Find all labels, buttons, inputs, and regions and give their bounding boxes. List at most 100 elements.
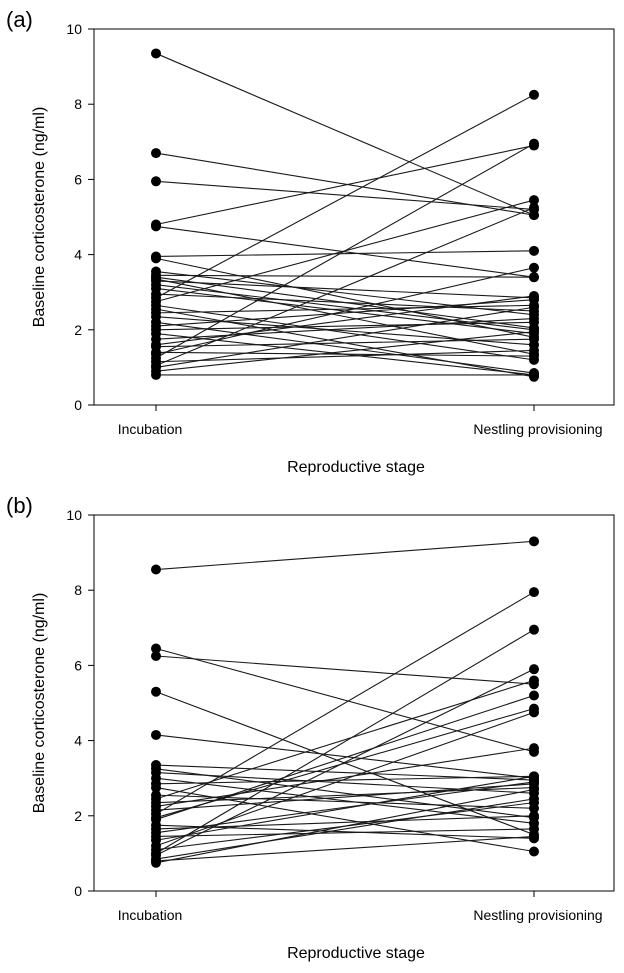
provisioning-point bbox=[529, 784, 539, 795]
provisioning-point bbox=[529, 202, 539, 213]
paired-line bbox=[155, 828, 535, 838]
paired-line bbox=[155, 694, 535, 821]
series-lines bbox=[155, 52, 535, 378]
incubation-point bbox=[151, 651, 161, 661]
series-points bbox=[151, 48, 539, 382]
incubation-point bbox=[151, 564, 161, 575]
paired-line bbox=[155, 321, 535, 374]
y-tick-label: 6 bbox=[74, 657, 82, 673]
incubation-point bbox=[151, 857, 161, 868]
provisioning-point bbox=[529, 624, 539, 635]
paired-line bbox=[155, 304, 535, 361]
paired-line bbox=[155, 775, 535, 785]
paired-line bbox=[155, 293, 535, 312]
paired-line bbox=[155, 280, 535, 299]
paired-line bbox=[155, 747, 535, 807]
paired-line bbox=[155, 788, 535, 864]
paired-line bbox=[155, 711, 535, 847]
provisioning-point bbox=[529, 823, 539, 834]
paired-line bbox=[155, 540, 535, 571]
y-tick-label: 2 bbox=[74, 808, 82, 824]
panel-label: (a) bbox=[6, 7, 33, 32]
y-tick-label: 10 bbox=[66, 21, 82, 37]
y-tick-label: 4 bbox=[74, 247, 82, 263]
paired-line bbox=[155, 274, 535, 278]
paired-line bbox=[155, 591, 535, 815]
paired-line bbox=[155, 781, 535, 834]
paired-line bbox=[155, 321, 535, 331]
paired-line bbox=[155, 794, 535, 809]
provisioning-point bbox=[529, 743, 539, 754]
paired-line bbox=[155, 250, 535, 258]
paired-line bbox=[155, 152, 535, 216]
provisioning-point bbox=[529, 262, 539, 273]
provisioning-point bbox=[529, 290, 539, 301]
x-tick-label: Nestling provisioning bbox=[473, 907, 602, 923]
series-lines bbox=[155, 540, 535, 864]
paired-line bbox=[155, 824, 535, 839]
paired-line bbox=[155, 225, 535, 278]
paired-line bbox=[155, 351, 535, 357]
provisioning-point bbox=[529, 675, 539, 686]
paired-line bbox=[155, 835, 535, 862]
paired-line bbox=[155, 629, 535, 854]
y-tick-label: 8 bbox=[74, 582, 82, 598]
provisioning-point bbox=[529, 536, 539, 547]
series-points bbox=[151, 536, 539, 868]
paired-line bbox=[155, 783, 535, 811]
provisioning-point bbox=[529, 369, 539, 380]
paired-line bbox=[155, 145, 535, 226]
paired-line bbox=[155, 734, 535, 779]
paired-line bbox=[155, 708, 535, 819]
paired-line bbox=[155, 647, 535, 753]
incubation-point bbox=[151, 148, 161, 159]
provisioning-point bbox=[529, 831, 539, 842]
provisioning-point bbox=[529, 810, 539, 821]
incubation-point bbox=[151, 221, 161, 232]
provisioning-point bbox=[529, 793, 539, 804]
panel-label: (b) bbox=[6, 493, 33, 518]
provisioning-point bbox=[529, 89, 539, 100]
y-tick-label: 10 bbox=[66, 507, 82, 523]
y-axis-title: Baseline corticosterone (ng/ml) bbox=[31, 107, 48, 328]
x-axis-title: Reproductive stage bbox=[287, 459, 425, 476]
provisioning-point bbox=[529, 345, 539, 356]
y-axis-title: Baseline corticosterone (ng/ml) bbox=[31, 593, 48, 814]
y-tick-label: 0 bbox=[74, 883, 82, 899]
provisioning-point bbox=[529, 138, 539, 149]
y-tick-label: 8 bbox=[74, 96, 82, 112]
paired-line bbox=[155, 94, 535, 299]
incubation-point bbox=[151, 782, 161, 793]
provisioning-point bbox=[529, 690, 539, 701]
x-axis-title: Reproductive stage bbox=[287, 945, 425, 962]
x-tick-label: Incubation bbox=[118, 421, 183, 437]
provisioning-point bbox=[529, 272, 539, 283]
provisioning-point bbox=[529, 587, 539, 598]
incubation-point bbox=[151, 176, 161, 187]
y-tick-label: 6 bbox=[74, 171, 82, 187]
provisioning-point bbox=[529, 313, 539, 324]
provisioning-point bbox=[529, 195, 539, 206]
paired-line bbox=[155, 270, 535, 316]
paired-line bbox=[155, 278, 535, 355]
y-tick-label: 4 bbox=[74, 733, 82, 749]
provisioning-point bbox=[529, 707, 539, 718]
paired-line bbox=[155, 815, 535, 830]
provisioning-point bbox=[529, 326, 539, 337]
paired-line bbox=[155, 338, 535, 348]
paired-line bbox=[155, 306, 535, 368]
y-tick-label: 0 bbox=[74, 397, 82, 413]
incubation-point bbox=[151, 729, 161, 740]
provisioning-point bbox=[529, 846, 539, 857]
paired-line bbox=[155, 180, 535, 211]
incubation-point bbox=[151, 643, 161, 654]
paired-line bbox=[155, 52, 535, 216]
plot-frame bbox=[93, 28, 615, 406]
chart-svg: (a) 0 2 4 6 8 10 Incubation Nestling provisionin… bbox=[6, 7, 615, 476]
chart-svg: (b) 0 2 4 6 8 10 Incubation Nestling provisionin… bbox=[6, 493, 615, 962]
paired-line bbox=[155, 257, 535, 338]
paired-line bbox=[155, 655, 535, 685]
incubation-point bbox=[151, 369, 161, 380]
x-tick-label: Incubation bbox=[118, 907, 183, 923]
paired-line bbox=[155, 304, 535, 314]
